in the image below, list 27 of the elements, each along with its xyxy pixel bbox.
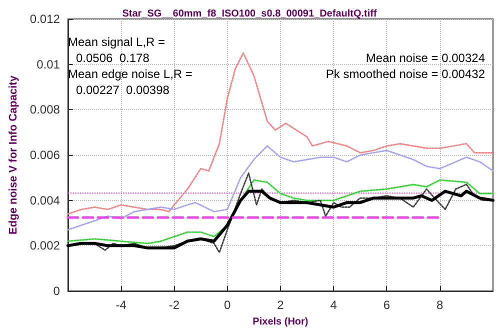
line-series [67, 52, 494, 215]
x-tick-label: 0 [224, 298, 231, 312]
annotation: Mean noise = 0.00324 [366, 51, 486, 65]
y-tick-label: 0.012 [30, 12, 60, 26]
x-tick-label: -4 [116, 298, 127, 312]
x-tick-label: 4 [330, 298, 338, 312]
x-tick-label: 6 [383, 298, 390, 312]
y-tick-label: 0.002 [30, 238, 60, 253]
y-tick-label: 0.008 [30, 102, 60, 117]
annotation: 0.00227 0.00398 [76, 83, 170, 97]
y-tick-label: 0.01 [36, 57, 60, 72]
chart-title: Star_SG__60mm_f8_ISO100_s0.8_00091_DefaultQ.tiff [122, 8, 378, 20]
line-series [67, 145, 494, 231]
annotation: 0.0506 0.178 [76, 51, 150, 65]
x-tick-label: -2 [168, 298, 180, 312]
x-tick-label: 8 [436, 298, 444, 312]
y-axis-title: Edge noise V for Info Capacity [8, 74, 20, 234]
line-series [67, 179, 494, 244]
annotation: Mean edge noise L,R = [68, 67, 192, 81]
line-series [66, 190, 494, 250]
x-axis-title: Pixels (Hor) [252, 316, 308, 328]
y-tick-label: 0.004 [30, 193, 60, 208]
annotation: Mean signal L,R = [68, 35, 166, 49]
annotation: Pk smoothed noise = 0.00432 [326, 67, 486, 81]
y-tick-label: 0.006 [30, 148, 60, 162]
x-tick-label: 2 [277, 298, 284, 312]
y-tick-label: 0 [53, 284, 60, 298]
